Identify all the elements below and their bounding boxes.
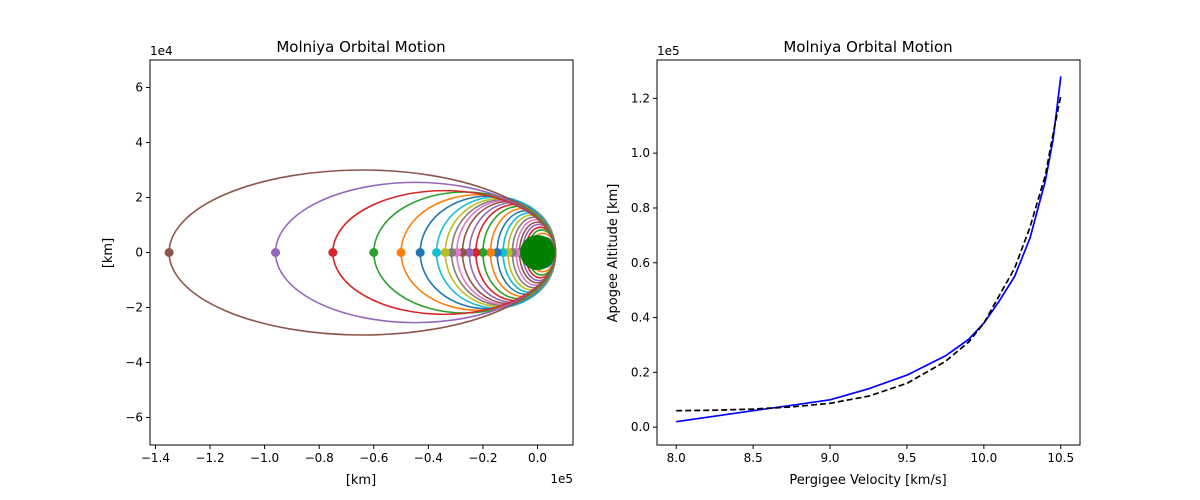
apogee-y-offset-text: 1e5 — [657, 44, 680, 58]
orbit-plot-area — [164, 169, 557, 336]
apogee-marker-26 — [164, 248, 174, 257]
apogee-axes-frame — [656, 59, 1081, 446]
apogee-marker-24 — [328, 248, 338, 257]
orbit-x-offset-text: 1e5 — [550, 472, 573, 486]
orbit-chart-title: Molniya Orbital Motion — [276, 38, 445, 56]
apogee-y-tick-label: 0.6 — [631, 256, 650, 270]
orbit-y-tick-label: −2 — [125, 301, 143, 315]
orbit-plot-panel: Molniya Orbital Motion −1.4 −1.2 −1.0 −0.8−… — [101, 38, 574, 488]
apogee-marker-23 — [369, 248, 379, 257]
apogee-y-tick-label: 0.8 — [631, 201, 650, 215]
orbit-x-tick-label: −1.2 — [195, 451, 224, 465]
apogee-marker-25 — [271, 248, 281, 257]
orbit-x-tick-label: −0.4 — [414, 451, 443, 465]
orbit-x-tick-label: −0.6 — [359, 451, 388, 465]
apogee-marker-22 — [396, 248, 406, 257]
orbit-y-offset-text: 1e4 — [150, 44, 173, 58]
apogee-y-tick-label: 0.4 — [631, 311, 650, 325]
apogee-plot-area — [676, 76, 1062, 423]
orbit-x-ticks: −1.4 −1.2 −1.0 −0.8 −0.6 −0.4 −0.2 0.0 — [141, 445, 547, 465]
orbit-x-tick-label: −0.8 — [305, 451, 334, 465]
apogee-x-tick-label: 8.5 — [744, 451, 763, 465]
apogee-marker-20 — [432, 248, 442, 257]
orbit-y-tick-label: −6 — [125, 411, 143, 425]
apogee-y-tick-label: 1.2 — [631, 91, 650, 105]
apogee-marker-18 — [447, 248, 457, 257]
orbit-y-tick-label: 6 — [135, 81, 143, 95]
apogee-x-tick-label: 10.0 — [971, 451, 998, 465]
apogee-x-ticks: 8.0 8.5 9.0 9.5 10.0 10.5 — [667, 445, 1074, 465]
apogee-y-axis-label: Apogee Altitude [km] — [606, 184, 621, 323]
apogee-marker-14 — [471, 248, 481, 257]
orbit-y-tick-label: 4 — [135, 136, 143, 150]
apogee-marker-19 — [440, 248, 450, 257]
apogee-marker-15 — [464, 248, 474, 257]
apogee-curve-line — [676, 76, 1062, 423]
apogee-y-tick-label: 0.2 — [631, 365, 650, 379]
orbit-x-tick-label: −1.4 — [141, 451, 170, 465]
dashed-fit-line — [676, 95, 1062, 412]
apogee-marker-21 — [415, 248, 425, 257]
orbit-y-tick-label: −4 — [125, 356, 143, 370]
apogee-y-tick-label: 1.0 — [631, 146, 650, 160]
orbit-x-axis-label: [km] — [346, 473, 376, 488]
earth-disk — [520, 234, 555, 271]
apogee-marker-11 — [492, 248, 502, 257]
apogee-y-ticks: 0.0 0.2 0.4 0.6 0.8 1.0 1.2 — [631, 91, 657, 434]
orbit-y-ticks: −6 −4 −2 0 2 4 6 — [125, 81, 150, 425]
orbit-x-tick-label: −1.0 — [250, 451, 279, 465]
apogee-x-tick-label: 10.5 — [1047, 451, 1074, 465]
orbit-y-axis-label: [km] — [101, 238, 116, 268]
apogee-chart-title: Molniya Orbital Motion — [783, 38, 952, 56]
orbit-x-tick-label: 0.0 — [528, 451, 547, 465]
orbit-y-tick-label: 0 — [135, 246, 143, 260]
apogee-y-tick-label: 0.0 — [631, 420, 650, 434]
orbit-y-tick-label: 2 — [135, 191, 143, 205]
apogee-marker-13 — [478, 248, 488, 257]
apogee-x-tick-label: 9.5 — [897, 451, 916, 465]
apogee-marker-12 — [486, 248, 496, 257]
apogee-plot-panel: Molniya Orbital Motion 8.0 8.5 9.0 9.5 10.0 1… — [606, 38, 1081, 488]
apogee-x-tick-label: 9.0 — [820, 451, 839, 465]
orbit-x-tick-label: −0.2 — [468, 451, 497, 465]
apogee-x-axis-label: Pergigee Velocity [km/s] — [789, 473, 946, 488]
apogee-x-tick-label: 8.0 — [667, 451, 686, 465]
